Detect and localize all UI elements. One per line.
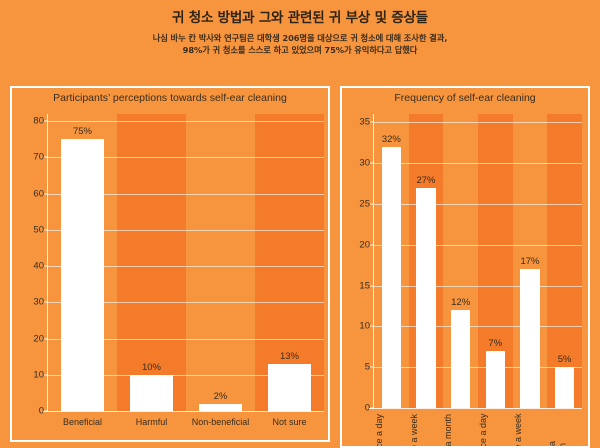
x-axis-tick-label: Once a month bbox=[443, 414, 454, 448]
y-axis-tick-label: 15 bbox=[359, 280, 370, 291]
bar[interactable]: 13% bbox=[268, 351, 311, 411]
bar[interactable]: 7% bbox=[485, 338, 505, 408]
y-axis-tick-label: 30 bbox=[359, 157, 370, 169]
x-axis-tick-label: Beneficial bbox=[62, 417, 103, 427]
x-axis-line bbox=[43, 411, 324, 412]
page-title: 귀 청소 방법과 그와 관련된 귀 부상 및 증상들 bbox=[172, 10, 428, 26]
y-axis-tick-label: 40 bbox=[33, 260, 44, 272]
chart-panel-frequency: Frequency of self-ear cleaning 0 5 10 15 20 2… bbox=[340, 86, 590, 448]
y-axis-tick-label: 80 bbox=[33, 115, 44, 127]
y-axis-tick-label: 50 bbox=[33, 224, 44, 236]
plot-area-frequency: 0 5 10 15 20 25 30 35 32% 27% 12% 7% 17% 5% bbox=[359, 114, 582, 414]
charts-container: Participants’ perceptions towards self-e… bbox=[0, 86, 600, 448]
bar-value-label: 12% bbox=[451, 297, 471, 308]
y-axis-tick-label: 35 bbox=[359, 116, 370, 128]
infographic-header: 귀 청소 방법과 그와 관련된 귀 부상 및 증상들 나심 바누 칸 박사와 연… bbox=[0, 0, 600, 57]
bar-value-label: 75% bbox=[72, 126, 92, 138]
chart-panel-perceptions: Participants’ perceptions towards self-e… bbox=[10, 86, 330, 442]
y-axis-tick-label: 25 bbox=[359, 198, 370, 210]
plot-area-perceptions: 0 10 20 30 40 50 60 70 80 75% 10% 2% 13% bbox=[33, 114, 324, 417]
bar-value-label: 5% bbox=[557, 354, 572, 366]
bar[interactable]: 2% bbox=[199, 391, 242, 411]
bar-slot: 32% bbox=[374, 114, 409, 408]
bar[interactable]: 10% bbox=[130, 362, 173, 411]
y-axis-tick-label: 60 bbox=[33, 188, 44, 200]
bar-slot: 17% bbox=[513, 114, 548, 408]
subtitle-line-1: 나심 바누 칸 박사와 연구팀은 대학생 206명을 대상으로 귀 청소에 대해… bbox=[152, 32, 448, 43]
plot-band bbox=[186, 114, 255, 411]
y-axis-tick-label: 20 bbox=[359, 239, 370, 251]
x-axis-tick-label: More thanonce a week bbox=[512, 414, 523, 448]
bar[interactable]: 17% bbox=[520, 256, 540, 408]
bar-value-label: 10% bbox=[141, 361, 161, 373]
bar-slot: 75% bbox=[48, 114, 117, 411]
bar-value-label: 2% bbox=[213, 390, 228, 402]
x-axis-tick-label: More thanonce a day bbox=[477, 414, 488, 448]
bar[interactable]: 32% bbox=[381, 134, 402, 408]
chart-title-frequency: Frequency of self-ear cleaning bbox=[394, 92, 536, 104]
bar-value-label: 13% bbox=[279, 350, 299, 362]
bar-slot: 27% bbox=[409, 114, 444, 408]
bar[interactable]: 75% bbox=[61, 126, 104, 411]
y-axis-line bbox=[47, 114, 48, 411]
x-axis-tick-label: Once a day bbox=[374, 414, 384, 448]
y-axis-tick-label: 5 bbox=[364, 361, 370, 373]
x-axis-tick-label: More thanonce a month bbox=[547, 414, 582, 446]
x-axis-tick-label: Not sure bbox=[272, 417, 307, 427]
bar-slot: 7% bbox=[478, 114, 513, 408]
y-axis-tick-label: 10 bbox=[359, 320, 370, 332]
bar-slot: 10% bbox=[117, 114, 186, 411]
y-axis-line bbox=[373, 114, 374, 408]
bar[interactable]: 27% bbox=[416, 175, 436, 408]
plot-band bbox=[117, 114, 186, 411]
x-axis-tick-label: Non-beneficial bbox=[191, 417, 250, 427]
bar-series: 75% 10% 2% 13% bbox=[48, 114, 324, 411]
bar-slot: 5% bbox=[547, 114, 582, 408]
y-axis-tick-label: 70 bbox=[33, 151, 44, 163]
subtitle-line-2: 98%가 귀 청소를 스스로 하고 있었으며 75%가 유익하다고 답했다 bbox=[182, 45, 418, 56]
x-axis-labels-perceptions: Beneficial Harmful Non-beneficial Not sure bbox=[48, 417, 324, 427]
bar[interactable]: 5% bbox=[554, 354, 575, 408]
chart-title-perceptions: Participants’ perceptions towards self-e… bbox=[53, 92, 287, 104]
bar-slot: 2% bbox=[186, 114, 255, 411]
y-axis-tick-label: 20 bbox=[33, 333, 44, 345]
bar-series: 32% 27% 12% 7% 17% 5% bbox=[374, 114, 582, 408]
x-axis-labels-frequency: Once a day Once a week Once a month More th… bbox=[374, 414, 582, 448]
plot-band bbox=[255, 114, 324, 411]
bar-slot: 12% bbox=[443, 114, 478, 408]
bar-value-label: 32% bbox=[381, 133, 401, 145]
bar[interactable]: 12% bbox=[450, 297, 471, 408]
bar-value-label: 17% bbox=[520, 256, 540, 268]
x-axis-tick-label: Once a week bbox=[408, 414, 419, 448]
x-axis-line bbox=[369, 408, 582, 409]
bar-value-label: 27% bbox=[416, 174, 436, 186]
y-axis-tick-label: 30 bbox=[33, 296, 44, 308]
x-axis-tick-label: Harmful bbox=[135, 417, 168, 427]
y-axis-tick-label: 10 bbox=[33, 369, 44, 381]
bar-slot: 13% bbox=[255, 114, 324, 411]
bar-value-label: 7% bbox=[488, 337, 503, 349]
